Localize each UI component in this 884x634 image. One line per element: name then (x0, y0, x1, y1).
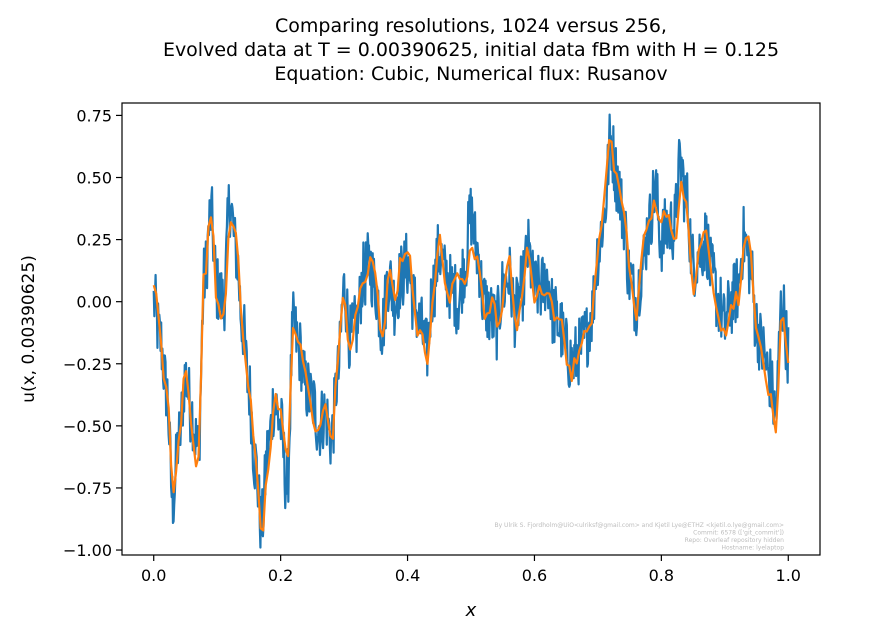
watermark-line: By Ulrik S. Fjordholm@UiO<ulriksf@gmail.… (494, 522, 784, 529)
x-axis-label: x (465, 600, 477, 621)
series-group (152, 113, 790, 549)
y-tick-label: −0.25 (63, 355, 112, 374)
watermark-line: Hostname: lyelaptop (722, 545, 785, 552)
x-tick-label: 0.4 (395, 566, 420, 585)
y-tick-label: 0.75 (76, 106, 112, 125)
y-tick-label: 0.00 (76, 293, 112, 312)
y-axis-label: u(x, 0.00390625) (19, 255, 39, 403)
y-tick-label: 0.25 (76, 231, 112, 250)
y-tick-label: 0.50 (76, 169, 112, 188)
x-tick-label: 0.0 (141, 566, 166, 585)
x-tick-label: 0.8 (649, 566, 674, 585)
plot-frame (121, 102, 821, 556)
x-tick-label: 0.6 (522, 566, 547, 585)
title-line: Evolved data at T = 0.00390625, initial … (163, 39, 779, 61)
watermark-line: Commit: 6578 (['git_commit']) (693, 530, 784, 537)
series-line-1024 (152, 113, 790, 549)
watermark-line: Repo: Overleaf repository hidden (685, 537, 785, 544)
chart-title: Comparing resolutions, 1024 versus 256,E… (163, 15, 779, 85)
y-axis-ticks: 0.75 0.50 0.25 0.00 −0.25 −0.50 −0.75 −1.00 (63, 106, 122, 560)
title-line: Equation: Cubic, Numerical flux: Rusanov (274, 63, 667, 85)
x-tick-label: 1.0 (776, 566, 801, 585)
series-line-256 (152, 138, 790, 532)
y-tick-label: −0.50 (63, 417, 112, 436)
x-tick-label: 0.2 (268, 566, 293, 585)
y-tick-label: −1.00 (63, 541, 112, 560)
x-axis-ticks: 0.0 0.2 0.4 0.6 0.8 1.0 (141, 555, 801, 585)
watermark: By Ulrik S. Fjordholm@UiO<ulriksf@gmail.… (494, 522, 784, 552)
title-line: Comparing resolutions, 1024 versus 256, (275, 15, 667, 37)
y-tick-label: −0.75 (63, 479, 112, 498)
